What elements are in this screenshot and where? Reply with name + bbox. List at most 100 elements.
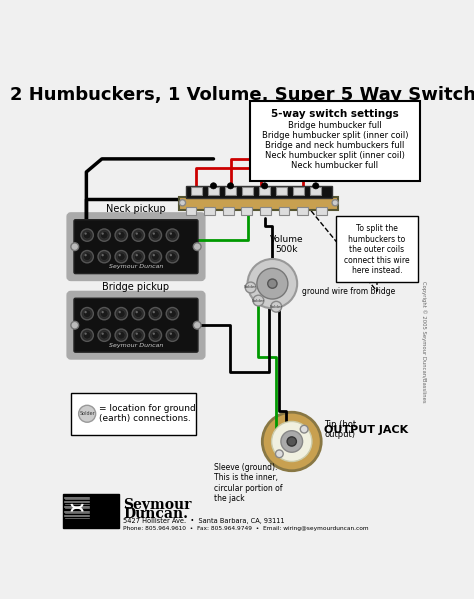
Text: Solder: Solder bbox=[270, 305, 283, 308]
Bar bbox=[242, 187, 253, 195]
Bar bbox=[260, 207, 271, 215]
Text: Sleeve (ground).
This is the inner,
circular portion of
the jack: Sleeve (ground). This is the inner, circ… bbox=[214, 463, 283, 503]
Text: Duncan.: Duncan. bbox=[123, 507, 188, 521]
Bar bbox=[208, 187, 219, 195]
Circle shape bbox=[98, 307, 110, 320]
Circle shape bbox=[118, 231, 125, 239]
Circle shape bbox=[135, 310, 142, 317]
Text: Solder: Solder bbox=[79, 412, 95, 416]
Circle shape bbox=[166, 250, 179, 263]
Circle shape bbox=[71, 321, 79, 329]
Circle shape bbox=[81, 229, 93, 241]
Circle shape bbox=[118, 331, 125, 339]
FancyBboxPatch shape bbox=[68, 214, 204, 280]
Circle shape bbox=[101, 254, 104, 256]
Circle shape bbox=[79, 406, 96, 422]
Circle shape bbox=[272, 422, 312, 461]
Text: Seymour Duncan: Seymour Duncan bbox=[109, 343, 163, 347]
Circle shape bbox=[118, 311, 121, 313]
Text: ground wire from bridge: ground wire from bridge bbox=[302, 287, 395, 296]
Circle shape bbox=[84, 254, 87, 256]
Bar bbox=[186, 186, 332, 198]
Circle shape bbox=[153, 311, 155, 313]
Text: 5427 Hollister Ave.  •  Santa Barbara, CA, 93111: 5427 Hollister Ave. • Santa Barbara, CA,… bbox=[123, 519, 284, 525]
Circle shape bbox=[98, 229, 110, 241]
Text: OUTPUT JACK: OUTPUT JACK bbox=[324, 425, 409, 435]
Bar bbox=[204, 207, 215, 215]
Circle shape bbox=[132, 307, 145, 320]
Circle shape bbox=[132, 329, 145, 341]
Text: 5-way switch settings: 5-way switch settings bbox=[271, 109, 399, 119]
Circle shape bbox=[170, 254, 172, 256]
Circle shape bbox=[169, 231, 176, 239]
Bar bbox=[259, 187, 270, 195]
Circle shape bbox=[153, 254, 155, 256]
Circle shape bbox=[262, 412, 321, 471]
FancyBboxPatch shape bbox=[71, 393, 196, 434]
Bar bbox=[310, 187, 321, 195]
Circle shape bbox=[275, 450, 283, 458]
Text: Neck humbucker split (inner coil): Neck humbucker split (inner coil) bbox=[265, 151, 405, 160]
Bar bbox=[276, 187, 287, 195]
Circle shape bbox=[152, 331, 159, 339]
Circle shape bbox=[71, 243, 79, 250]
Circle shape bbox=[149, 229, 162, 241]
Circle shape bbox=[81, 329, 93, 341]
Circle shape bbox=[135, 331, 142, 339]
Circle shape bbox=[193, 243, 201, 250]
Circle shape bbox=[118, 310, 125, 317]
FancyBboxPatch shape bbox=[250, 101, 419, 181]
Circle shape bbox=[166, 229, 179, 241]
Text: = location for ground
(earth) connections.: = location for ground (earth) connection… bbox=[99, 404, 195, 423]
FancyBboxPatch shape bbox=[74, 298, 198, 352]
Circle shape bbox=[166, 307, 179, 320]
Circle shape bbox=[101, 332, 104, 335]
Text: Volume
500k: Volume 500k bbox=[270, 235, 303, 255]
Circle shape bbox=[118, 232, 121, 235]
Text: Phone: 805.964.9610  •  Fax: 805.964.9749  •  Email: wiring@seymourduncan.com: Phone: 805.964.9610 • Fax: 805.964.9749 … bbox=[123, 526, 368, 531]
Circle shape bbox=[135, 231, 142, 239]
Circle shape bbox=[268, 279, 277, 288]
Bar bbox=[186, 207, 196, 215]
Circle shape bbox=[100, 231, 108, 239]
Circle shape bbox=[153, 232, 155, 235]
Circle shape bbox=[193, 321, 201, 329]
Circle shape bbox=[84, 311, 87, 313]
Text: Bridge humbucker split (inner coil): Bridge humbucker split (inner coil) bbox=[262, 131, 408, 140]
Circle shape bbox=[115, 250, 128, 263]
Circle shape bbox=[149, 307, 162, 320]
Circle shape bbox=[81, 250, 93, 263]
Bar bbox=[293, 187, 304, 195]
Bar bbox=[63, 494, 119, 528]
Circle shape bbox=[84, 332, 87, 335]
Circle shape bbox=[169, 310, 176, 317]
Circle shape bbox=[228, 183, 234, 189]
Bar bbox=[279, 207, 290, 215]
Circle shape bbox=[300, 425, 308, 433]
Text: Bridge humbucker full: Bridge humbucker full bbox=[288, 121, 382, 130]
Circle shape bbox=[101, 311, 104, 313]
Circle shape bbox=[169, 331, 176, 339]
Text: Neck pickup: Neck pickup bbox=[106, 204, 166, 214]
Circle shape bbox=[170, 232, 172, 235]
Text: Solder: Solder bbox=[244, 286, 257, 289]
Circle shape bbox=[149, 329, 162, 341]
Circle shape bbox=[149, 250, 162, 263]
Circle shape bbox=[83, 331, 91, 339]
Circle shape bbox=[152, 253, 159, 261]
Text: To split the
humbuckers to
the outer coils
connect this wire
here instead.: To split the humbuckers to the outer coi… bbox=[344, 225, 410, 275]
Circle shape bbox=[287, 437, 296, 446]
Text: Copyright © 2005 Seymour Duncan/Basslines: Copyright © 2005 Seymour Duncan/Bassline… bbox=[421, 280, 427, 402]
Circle shape bbox=[98, 329, 110, 341]
Circle shape bbox=[136, 332, 138, 335]
Bar bbox=[191, 187, 202, 195]
Bar bbox=[297, 207, 308, 215]
Circle shape bbox=[100, 310, 108, 317]
Circle shape bbox=[271, 301, 282, 312]
Circle shape bbox=[253, 295, 264, 306]
FancyBboxPatch shape bbox=[74, 220, 198, 274]
Circle shape bbox=[115, 329, 128, 341]
Circle shape bbox=[83, 231, 91, 239]
Circle shape bbox=[247, 259, 297, 308]
Circle shape bbox=[118, 254, 121, 256]
